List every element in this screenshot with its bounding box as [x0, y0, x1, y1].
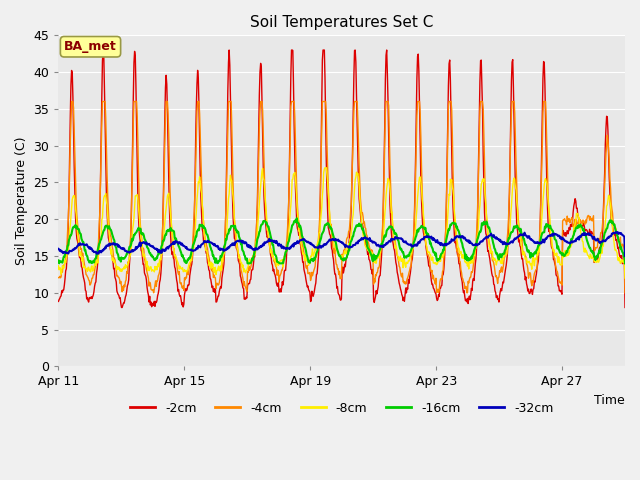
Text: BA_met: BA_met: [64, 40, 117, 53]
Title: Soil Temperatures Set C: Soil Temperatures Set C: [250, 15, 433, 30]
Legend: -2cm, -4cm, -8cm, -16cm, -32cm: -2cm, -4cm, -8cm, -16cm, -32cm: [125, 396, 559, 420]
Y-axis label: Soil Temperature (C): Soil Temperature (C): [15, 137, 28, 265]
X-axis label: Time: Time: [595, 394, 625, 407]
